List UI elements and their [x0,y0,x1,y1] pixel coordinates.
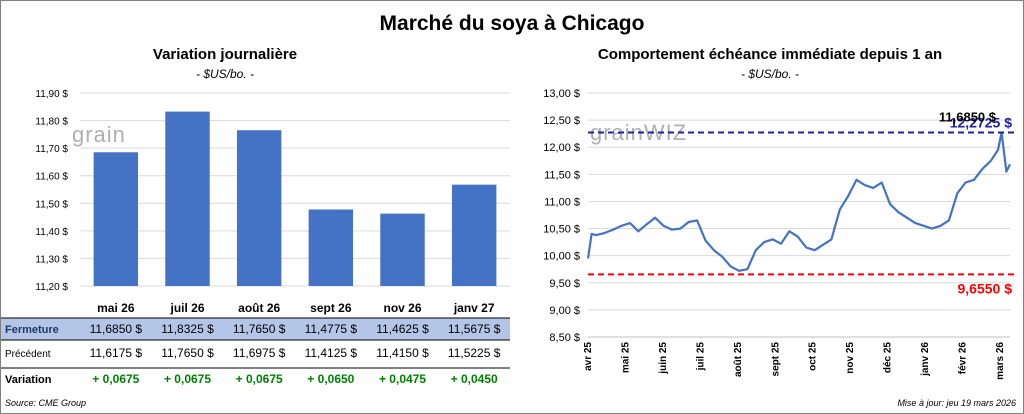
table-row-label: Variation [5,374,52,386]
y-tick-label: 13,00 $ [543,88,580,100]
y-tick-label: 11,50 $ [35,199,68,210]
table-cell: 11,6175 $ [90,346,143,360]
x-tick-label: mai 25 [620,342,631,374]
source-note: Source: CME Group [5,398,87,408]
update-note: Mise à jour: jeu 19 mars 2026 [897,398,1016,408]
y-tick-label: 11,70 $ [35,144,68,155]
y-tick-label: 10,00 $ [543,251,580,263]
left-watermark: grain [72,122,126,147]
table-cell: 11,6975 $ [233,346,286,360]
min-line-label: 9,6550 $ [958,280,1013,296]
x-tick-label: févr 26 [958,342,969,375]
table-cell: 11,4775 $ [305,322,358,336]
y-tick-label: 11,00 $ [544,196,580,208]
y-tick-label: 11,80 $ [35,117,68,128]
price-line [586,131,1011,272]
y-tick-label: 11,90 $ [35,89,68,100]
table-row-label: Précédent [5,349,51,360]
y-tick-label: 11,30 $ [35,254,68,265]
y-tick-label: 11,60 $ [35,172,68,183]
left-chart-title: Variation journalière [152,46,298,63]
bar [165,111,210,286]
bar [380,213,425,286]
table-cell: 11,6850 $ [90,322,143,336]
x-tick-label: avr 25 [583,342,594,371]
x-tick-label: nov 25 [845,342,856,374]
max-line-label: 12,2725 $ [950,114,1012,130]
table-cell: 11,4150 $ [376,346,429,360]
table-row-label: Fermeture [5,324,59,336]
left-chart-unit: - $US/bo. - [195,67,255,81]
bar [308,209,354,286]
y-tick-label: 10,50 $ [543,224,580,236]
table-cell: 11,4625 $ [376,322,429,336]
table-cell: + 0,0675 [164,372,211,386]
y-tick-label: 11,20 $ [35,282,68,293]
x-tick-label: nov 26 [383,301,421,315]
bar [236,130,282,286]
x-tick-label: août 25 [733,342,744,377]
y-tick-label: 11,50 $ [544,169,580,181]
table-cell: 11,4125 $ [305,346,358,360]
table-cell: 11,7650 $ [233,322,286,336]
bar-chart: 11,20 $ 11,30 $ 11,40 $ 11,50 $ 11,60 $ 11,70… [1,89,510,386]
x-tick-label: mars 26 [995,342,1006,380]
y-tick-label: 9,00 $ [549,305,580,317]
x-tick-label: janv 26 [920,342,931,377]
table-cell: 11,8325 $ [161,322,214,336]
bar [93,152,139,286]
table-cell: + 0,0675 [236,372,283,386]
x-tick-label: juin 25 [658,342,669,375]
main-title: Marché du soya à Chicago [379,12,645,35]
table-cell: + 0,0450 [451,372,498,386]
y-tick-label: 8,50 $ [549,332,580,344]
x-tick-label: mai 26 [97,301,135,315]
table-cell: + 0,0675 [92,372,139,386]
x-tick-label: oct 25 [808,342,819,371]
right-chart-unit: - $US/bo. - [740,67,800,81]
x-tick-label: janv 27 [453,301,495,315]
table-cell: 11,7650 $ [161,346,214,360]
right-chart-title: Comportement échéance immédiate depuis 1… [597,46,943,63]
x-tick-label: sept 25 [770,342,781,377]
y-tick-label: 11,40 $ [35,227,68,238]
x-tick-label: déc 25 [883,342,894,374]
table-cell: + 0,0650 [307,372,354,386]
y-tick-label: 12,00 $ [543,142,580,154]
y-tick-label: 12,50 $ [543,115,580,127]
bar [451,184,497,286]
table-cell: 11,5675 $ [448,322,501,336]
x-tick-label: sept 26 [310,301,352,315]
x-tick-label: juil 26 [169,301,204,315]
table-cell: + 0,0475 [379,372,426,386]
last-value-label: 11,6850 $ [939,109,997,124]
x-tick-label: août 26 [238,301,280,315]
line-chart: 8,50 $ 9,00 $ 9,50 $ 10,00 $ 10,50 $ 11,00 $ 1… [543,88,1018,380]
x-tick-label: juil 25 [695,342,706,372]
fermeture-row-bg [1,318,510,340]
y-tick-label: 9,50 $ [549,278,580,290]
table-cell: 11,5225 $ [448,346,501,360]
